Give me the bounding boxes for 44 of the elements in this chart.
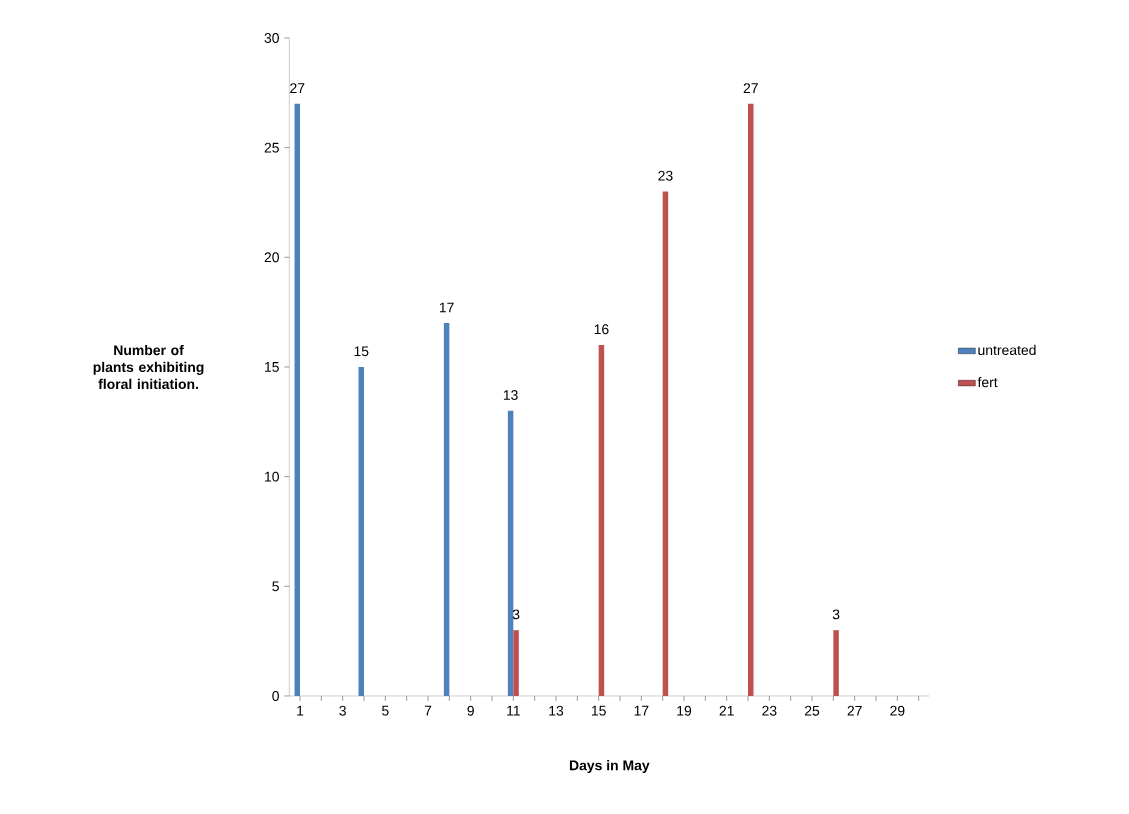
x-tick-label: 29 — [890, 705, 905, 716]
data-label: 13 — [503, 390, 518, 401]
x-tick-label: 25 — [804, 705, 820, 716]
x-tick-label: 19 — [677, 705, 692, 716]
bar — [443, 323, 450, 696]
bar — [598, 345, 605, 696]
x-tick-label: 23 — [762, 705, 777, 716]
x-tick-label: 9 — [467, 705, 474, 716]
x-tick-label: 15 — [591, 705, 606, 716]
bar — [294, 103, 301, 696]
y-tick-label: 20 — [264, 252, 279, 263]
y-axis-title: Number of plants exhibiting floral initiation. — [93, 344, 204, 390]
bar — [833, 630, 839, 696]
y-tick-label: 25 — [264, 142, 279, 153]
bar — [662, 191, 669, 696]
bar — [748, 103, 754, 696]
x-tick-label: 27 — [847, 705, 862, 716]
x-tick-label: 17 — [634, 705, 649, 716]
y-tick-label: 15 — [265, 362, 279, 372]
data-label: 16 — [594, 324, 609, 335]
legend-label: untreated — [978, 344, 1036, 356]
data-label: 15 — [354, 346, 369, 357]
data-label: 27 — [290, 83, 305, 93]
x-axis-title: Days in May — [569, 760, 650, 774]
x-tick-label: 21 — [719, 705, 734, 716]
x-tick-label: 1 — [297, 705, 304, 716]
y-tick-label: 10 — [265, 471, 279, 482]
bar — [358, 366, 365, 696]
data-label: 23 — [658, 170, 673, 181]
legend-label: fert — [977, 376, 998, 388]
data-label: 3 — [832, 609, 840, 620]
x-tick-label: 5 — [382, 705, 389, 716]
x-tick-label: 13 — [549, 705, 564, 716]
y-tick-label: 0 — [272, 691, 279, 701]
bar — [507, 410, 514, 696]
data-label: 3 — [512, 609, 520, 620]
data-label: 17 — [439, 302, 454, 313]
x-tick-label: 7 — [424, 705, 432, 716]
y-tick-label: 30 — [264, 33, 279, 43]
data-label: 27 — [743, 83, 758, 93]
x-tick-label: 3 — [339, 705, 346, 716]
y-tick-label: 5 — [272, 581, 279, 592]
bar — [513, 630, 519, 696]
x-tick-label: 11 — [507, 705, 520, 716]
